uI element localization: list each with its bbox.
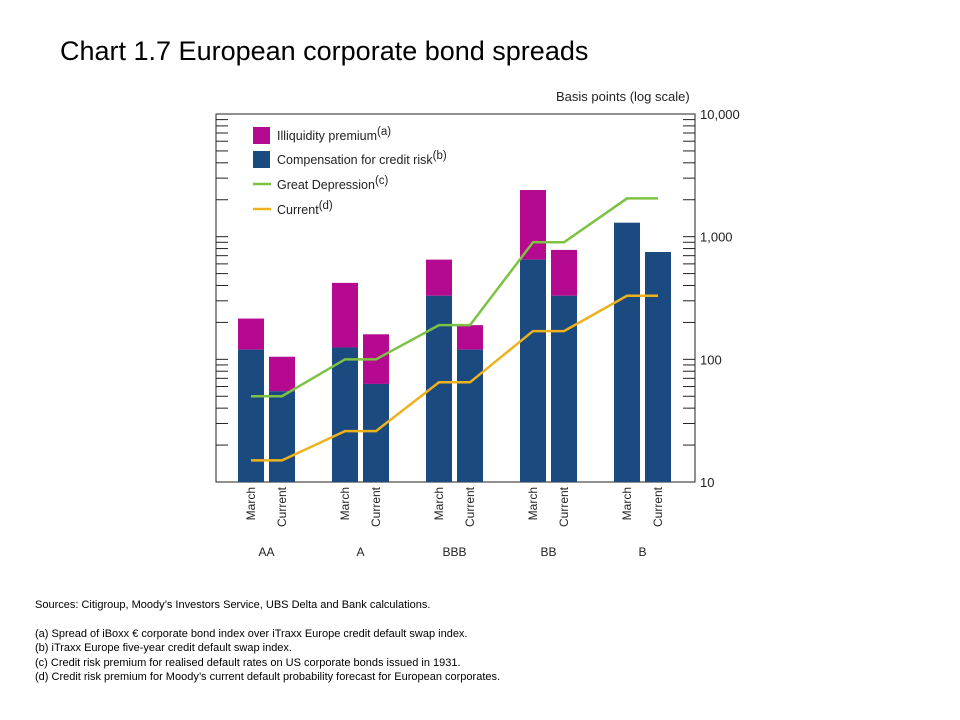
line-current: [251, 294, 658, 462]
group-label: AA: [258, 545, 274, 559]
group-label: BBB: [442, 545, 466, 559]
legend-superscript: (d): [319, 200, 333, 212]
chart-notes: Sources: Citigroup, Moody’s Investors Se…: [35, 598, 500, 685]
bar-credit-risk: [645, 251, 671, 482]
bar-illiquidity-premium: [457, 325, 483, 350]
legend-swatch-illiquidity-premium: [253, 127, 270, 144]
footnote-d: (d) Credit risk premium for Moody’s curr…: [35, 671, 501, 683]
y-tick-label: 10,000: [700, 107, 740, 122]
x-tick-label: Current: [557, 486, 571, 527]
footnote-a: (a) Spread of iBoxx € corporate bond ind…: [35, 627, 468, 640]
x-tick-label: March: [244, 487, 258, 520]
bar-illiquidity-premium: [238, 318, 264, 350]
bar-credit-risk: [520, 259, 546, 482]
bar-credit-risk: [238, 349, 264, 482]
footnote-b: (b) iTraxx Europe five-year credit defau…: [35, 642, 292, 654]
y-tick-label: 10: [700, 475, 714, 490]
bar-illiquidity-premium: [551, 249, 577, 296]
footnote-c: (c) Credit risk premium for realised def…: [35, 656, 461, 669]
y-tick-label: 1,000: [700, 230, 733, 245]
sources-note: Sources: Citigroup, Moody’s Investors Se…: [35, 599, 431, 611]
bar-illiquidity-premium: [332, 282, 358, 348]
bar-credit-risk: [551, 295, 577, 482]
bar-illiquidity-premium: [269, 356, 295, 392]
legend-label-compensation-for-credit-risk: Compensation for credit risk(b): [277, 150, 447, 167]
line-great-depression: [251, 197, 658, 398]
bar-credit-risk: [614, 222, 640, 482]
group-label: A: [356, 545, 364, 559]
chart-title: Chart 1.7 European corporate bond spread…: [60, 36, 589, 66]
x-tick-label: March: [620, 487, 634, 520]
legend-swatch-compensation-for-credit-risk: [253, 151, 270, 168]
legend-label-great-depression: Great Depression(c): [277, 175, 389, 192]
legend-label-current: Current(d): [277, 200, 333, 217]
legend-superscript: (b): [433, 150, 447, 162]
legend-label-illiquidity-premium: Illiquidity premium(a): [277, 126, 391, 143]
x-tick-label: Current: [463, 486, 477, 527]
x-tick-label: March: [338, 487, 352, 520]
plot-frame: [215, 113, 696, 483]
y-tick-label: 100: [700, 352, 722, 367]
bar-illiquidity-premium: [520, 190, 546, 260]
legend-superscript: (a): [377, 126, 391, 138]
group-label: B: [638, 545, 646, 559]
bar-credit-risk: [457, 349, 483, 482]
y-axis-label: Basis points (log scale): [556, 89, 690, 104]
x-tick-label: Current: [369, 486, 383, 527]
bar-credit-risk: [363, 383, 389, 482]
bar-credit-risk: [269, 391, 295, 482]
x-tick-label: Current: [275, 486, 289, 527]
x-tick-label: Current: [651, 486, 665, 527]
bar-credit-risk: [332, 347, 358, 482]
group-label: BB: [540, 545, 556, 559]
bar-illiquidity-premium: [426, 259, 452, 296]
legend-superscript: (c): [375, 175, 389, 187]
x-tick-label: March: [526, 487, 540, 520]
x-tick-label: March: [432, 487, 446, 520]
